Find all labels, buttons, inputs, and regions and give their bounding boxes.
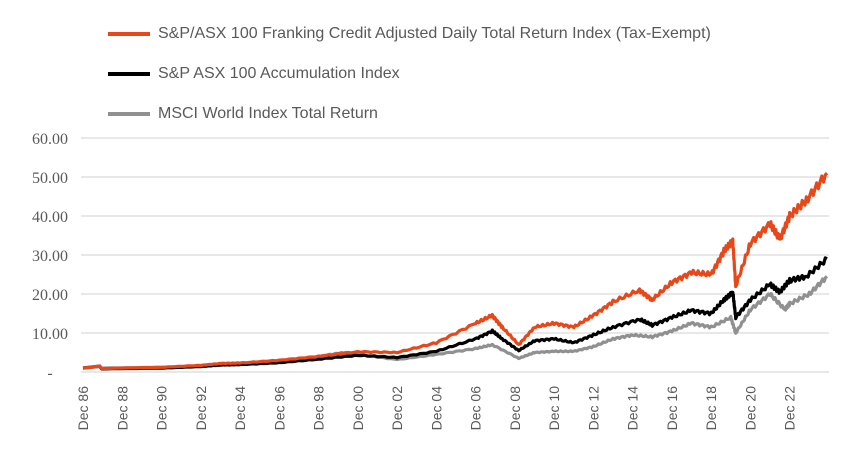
x-tick-label: Dec 12 <box>585 386 601 431</box>
y-tick-label: 60.00 <box>32 131 68 148</box>
legend: S&P/ASX 100 Franking Credit Adjusted Dai… <box>108 14 711 134</box>
x-axis: Dec 86 Dec 88 Dec 90 Dec 92 Dec 94 Dec 96 Dec … <box>75 386 798 431</box>
legend-swatch-asx100 <box>108 72 150 76</box>
legend-item: S&P ASX 100 Accumulation Index <box>108 54 711 94</box>
y-tick-label: - <box>47 365 52 382</box>
x-tick-label: Dec 00 <box>350 386 366 431</box>
x-tick-label: Dec 10 <box>546 386 562 431</box>
legend-label: MSCI World Index Total Return <box>158 105 378 122</box>
y-axis: - 10.00 20.00 30.00 40.00 50.00 60.00 <box>32 131 68 382</box>
legend-swatch-msci <box>108 112 150 116</box>
x-tick-label: Dec 94 <box>232 386 248 431</box>
y-tick-label: 40.00 <box>32 209 68 226</box>
x-tick-label: Dec 08 <box>507 386 523 431</box>
series-lines <box>82 172 829 371</box>
x-tick-label: Dec 96 <box>271 386 287 431</box>
x-tick-label: Dec 16 <box>664 386 680 431</box>
legend-item: S&P/ASX 100 Franking Credit Adjusted Dai… <box>108 14 711 54</box>
x-tick-label: Dec 14 <box>625 386 641 431</box>
gridlines <box>81 137 829 373</box>
series-line-1 <box>82 256 828 371</box>
legend-item: MSCI World Index Total Return <box>108 94 711 134</box>
x-tick-label: Dec 90 <box>154 386 170 431</box>
x-tick-label: Dec 06 <box>468 386 484 431</box>
x-tick-label: Dec 02 <box>389 386 405 431</box>
x-tick-label: Dec 20 <box>742 386 758 431</box>
x-tick-label: Dec 86 <box>75 386 91 431</box>
y-tick-label: 50.00 <box>32 170 68 187</box>
x-tick-label: Dec 92 <box>193 386 209 431</box>
legend-label: S&P/ASX 100 Franking Credit Adjusted Dai… <box>158 25 711 42</box>
x-tick-label: Dec 18 <box>703 386 719 431</box>
x-tick-label: Dec 98 <box>311 386 327 431</box>
x-tick-label: Dec 04 <box>428 386 444 431</box>
series-line-2 <box>82 275 829 370</box>
legend-swatch-franking <box>108 32 150 36</box>
y-tick-label: 30.00 <box>32 248 68 265</box>
x-tick-label: Dec 22 <box>782 386 798 431</box>
series-line-0 <box>82 172 829 371</box>
y-tick-label: 10.00 <box>32 326 68 343</box>
y-tick-label: 20.00 <box>32 287 68 304</box>
x-tick-label: Dec 88 <box>114 386 130 431</box>
legend-label: S&P ASX 100 Accumulation Index <box>158 65 400 82</box>
